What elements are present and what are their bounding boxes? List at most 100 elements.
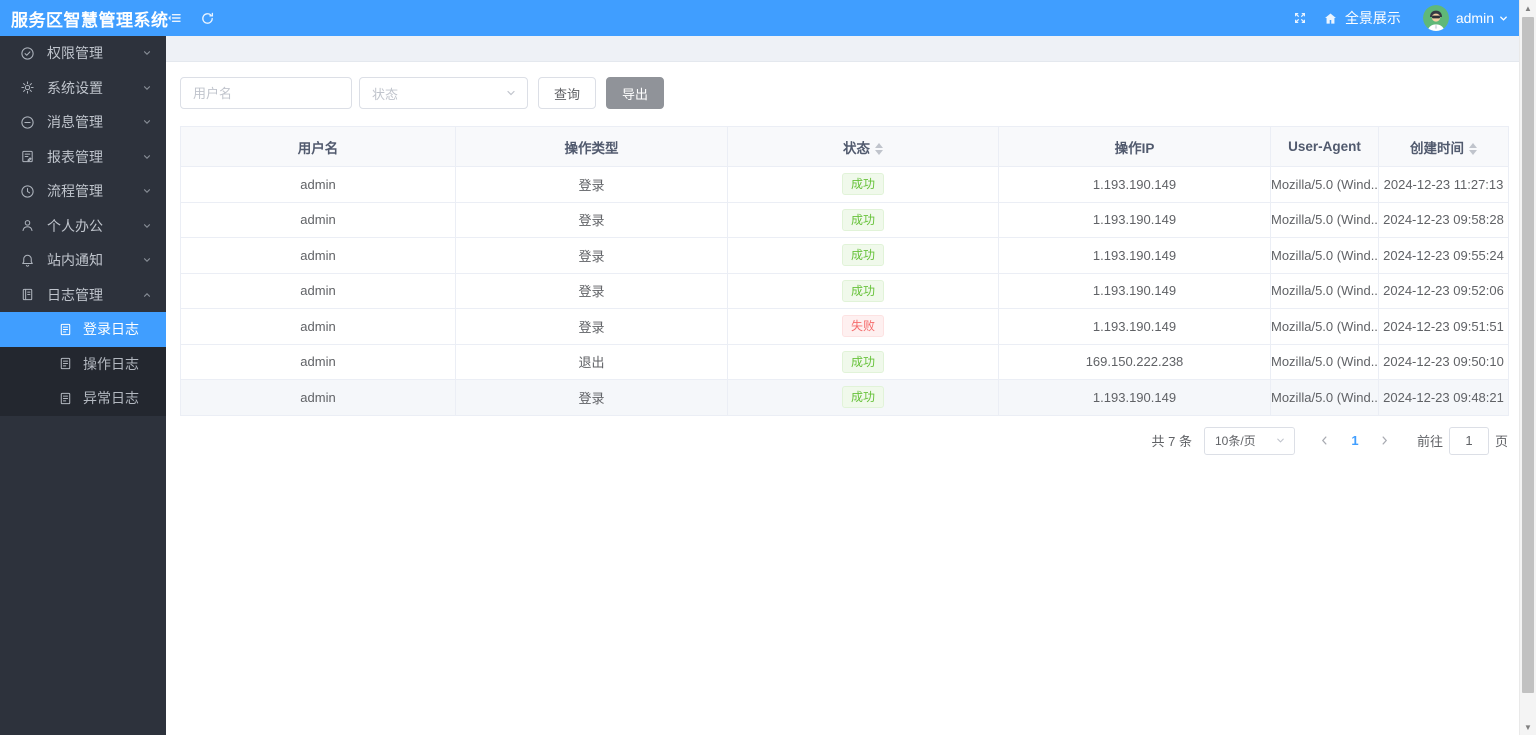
- scrollbar-thumb[interactable]: [1522, 17, 1534, 693]
- app-title: 服务区智慧管理系统: [11, 10, 169, 30]
- chevron-right-icon: [1382, 436, 1388, 445]
- sidebar-item-label: 个人办公: [47, 217, 103, 234]
- sidebar-item-label: 报表管理: [47, 148, 103, 165]
- pagination: 共 7 条 10条/页 1 前往 页: [180, 426, 1508, 455]
- sidebar-item-notifications[interactable]: 站内通知: [0, 243, 166, 278]
- bell-icon: [20, 253, 35, 268]
- sidebar-item-label: 系统设置: [47, 79, 103, 96]
- sidebar-item-permissions[interactable]: 权限管理: [0, 36, 166, 71]
- col-action-type: 操作类型: [455, 126, 728, 167]
- search-button[interactable]: 查询: [538, 77, 597, 109]
- table-row[interactable]: admin 登录 成功 1.193.190.149 Mozilla/5.0 (W…: [180, 272, 1509, 309]
- sidebar: 权限管理 系统设置 消息管理 报表管理 流程管理 个人办公: [0, 36, 166, 735]
- goto-page-input[interactable]: [1448, 426, 1489, 455]
- cell-ip: 1.193.190.149: [998, 272, 1271, 309]
- cell-user-agent: Mozilla/5.0 (Wind...: [1270, 237, 1379, 274]
- scroll-up-arrow-icon[interactable]: ▲: [1524, 3, 1532, 13]
- prev-page-button[interactable]: [1311, 427, 1339, 455]
- chevron-down-icon: [142, 152, 152, 162]
- sidebar-item-label: 站内通知: [47, 252, 103, 269]
- cell-created-at: 2024-12-23 09:58:28: [1378, 201, 1509, 238]
- chevron-down-icon: [142, 117, 152, 127]
- status-badge: 成功: [841, 386, 884, 409]
- export-button[interactable]: 导出: [606, 77, 665, 109]
- status-badge: 成功: [841, 173, 884, 196]
- sidebar-item-workflow[interactable]: 流程管理: [0, 174, 166, 209]
- chevron-down-icon: [142, 186, 152, 196]
- table-row[interactable]: admin 退出 成功 169.150.222.238 Mozilla/5.0 …: [180, 343, 1509, 380]
- sidebar-item-login-log[interactable]: 登录日志: [0, 312, 166, 347]
- page-size-select[interactable]: 10条/页: [1203, 426, 1295, 455]
- cell-created-at: 2024-12-23 09:50:10: [1378, 343, 1509, 380]
- home-icon: [1323, 11, 1338, 26]
- scroll-down-arrow-icon[interactable]: ▼: [1524, 722, 1532, 732]
- cell-action-type: 登录: [455, 237, 728, 274]
- cell-action-type: 登录: [455, 379, 728, 416]
- circle-check-icon: [20, 46, 35, 61]
- username-filter-input[interactable]: [180, 77, 352, 109]
- fullscreen-icon[interactable]: [1293, 11, 1307, 25]
- sort-caret-created-at[interactable]: [1469, 142, 1477, 155]
- cell-user-agent: Mozilla/5.0 (Wind...: [1270, 308, 1379, 345]
- table-row[interactable]: admin 登录 成功 1.193.190.149 Mozilla/5.0 (W…: [180, 237, 1509, 274]
- cell-username: admin: [180, 343, 456, 380]
- cell-username: admin: [180, 308, 456, 345]
- cell-user-agent: Mozilla/5.0 (Wind...: [1270, 166, 1379, 203]
- sidebar-item-messages[interactable]: 消息管理: [0, 105, 166, 140]
- cell-status: 成功: [727, 272, 999, 309]
- cell-status: 成功: [727, 379, 999, 416]
- col-created-at: 创建时间: [1378, 126, 1509, 167]
- sidebar-item-personal-office[interactable]: 个人办公: [0, 209, 166, 244]
- page-number[interactable]: 1: [1351, 433, 1359, 448]
- status-badge: 成功: [841, 244, 884, 267]
- col-status: 状态: [727, 126, 999, 167]
- cell-action-type: 登录: [455, 308, 728, 345]
- sidebar-item-label: 日志管理: [47, 286, 103, 303]
- sidebar-item-reports[interactable]: 报表管理: [0, 140, 166, 175]
- user-icon: [20, 218, 35, 233]
- sidebar-item-settings[interactable]: 系统设置: [0, 71, 166, 106]
- table-row[interactable]: admin 登录 失败 1.193.190.149 Mozilla/5.0 (W…: [180, 308, 1509, 345]
- cell-created-at: 2024-12-23 09:52:06: [1378, 272, 1509, 309]
- gear-icon: [20, 80, 35, 95]
- cell-username: admin: [180, 166, 456, 203]
- user-name: admin: [1455, 10, 1494, 26]
- status-badge: 成功: [841, 208, 884, 231]
- logs-submenu: 登录日志 操作日志 异常日志: [0, 312, 166, 416]
- cell-ip: 1.193.190.149: [998, 166, 1271, 203]
- sidebar-item-logs[interactable]: 日志管理: [0, 278, 166, 313]
- topbar: 服务区智慧管理系统 全景展示 admin: [0, 0, 1536, 36]
- status-select-placeholder: 状态: [372, 86, 399, 102]
- document-icon: [58, 356, 73, 371]
- status-filter-select[interactable]: 状态: [359, 77, 528, 109]
- goto-label: 前往: [1416, 434, 1443, 449]
- table-row[interactable]: admin 登录 成功 1.193.190.149 Mozilla/5.0 (W…: [180, 201, 1509, 238]
- vertical-scrollbar[interactable]: ▲ ▼: [1519, 0, 1536, 735]
- sort-caret-status[interactable]: [875, 142, 883, 155]
- next-page-button[interactable]: [1371, 427, 1399, 455]
- user-menu[interactable]: admin: [1456, 10, 1509, 26]
- refresh-icon[interactable]: [200, 11, 215, 26]
- cell-user-agent: Mozilla/5.0 (Wind...: [1270, 379, 1379, 416]
- cell-ip: 1.193.190.149: [998, 201, 1271, 238]
- avatar[interactable]: [1422, 5, 1449, 31]
- chevron-left-icon: [1322, 436, 1327, 445]
- document-icon: [58, 322, 73, 337]
- sidebar-item-operation-log[interactable]: 操作日志: [0, 347, 166, 382]
- panorama-link[interactable]: 全景展示: [1323, 8, 1401, 28]
- cell-ip: 1.193.190.149: [998, 237, 1271, 274]
- cell-created-at: 2024-12-23 11:27:13: [1378, 166, 1509, 203]
- sidebar-collapse-icon[interactable]: [166, 10, 182, 26]
- sidebar-item-exception-log[interactable]: 异常日志: [0, 381, 166, 416]
- table-row[interactable]: admin 登录 成功 1.193.190.149 Mozilla/5.0 (W…: [180, 166, 1509, 203]
- cell-action-type: 登录: [455, 272, 728, 309]
- main-content: 状态 查询 导出 用户名 操作类型 状态 操作IP Use: [166, 36, 1536, 735]
- cell-ip: 1.193.190.149: [998, 308, 1271, 345]
- cell-status: 成功: [727, 166, 999, 203]
- cell-action-type: 退出: [455, 343, 728, 380]
- table-row[interactable]: admin 登录 成功 1.193.190.149 Mozilla/5.0 (W…: [180, 379, 1509, 416]
- message-icon: [20, 115, 35, 130]
- submenu-item-label: 操作日志: [83, 355, 139, 372]
- chevron-down-icon: [142, 83, 152, 93]
- notebook-icon: [20, 287, 35, 302]
